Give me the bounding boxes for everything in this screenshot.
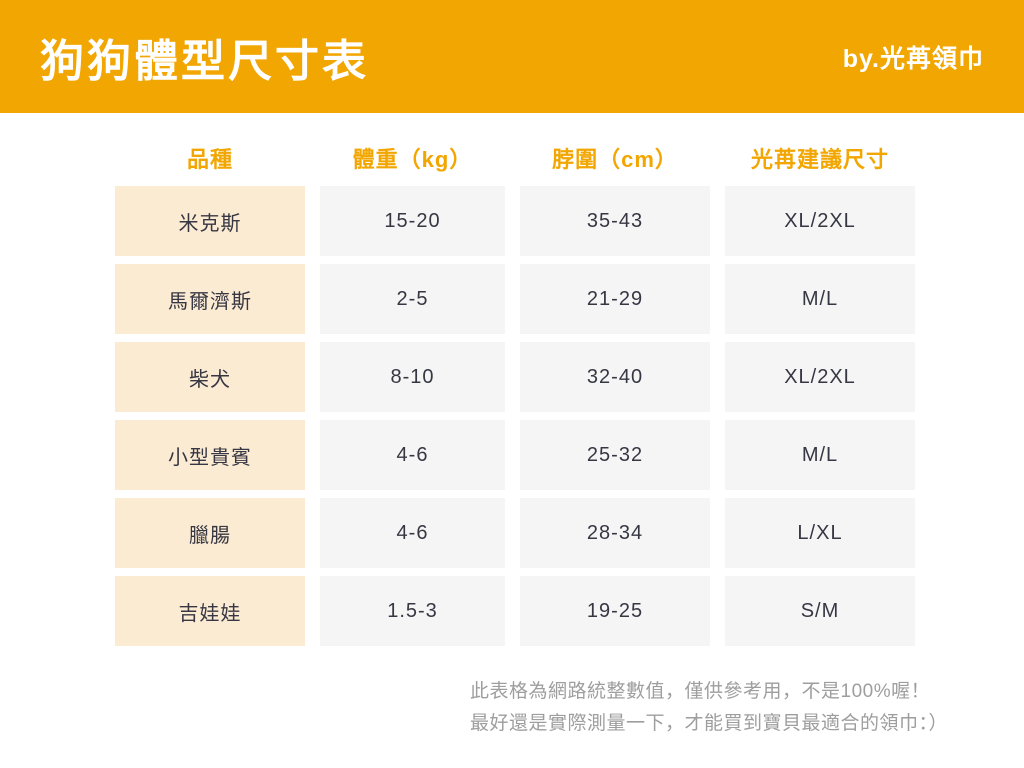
neck-cell: 21-29 bbox=[520, 264, 710, 334]
size-cell: XL/2XL bbox=[725, 342, 915, 412]
column-header-neck: 脖圍（cm） bbox=[552, 147, 678, 172]
size-chart-table: 品種 體重（kg） 脖圍（cm） 光苒建議尺寸 米克斯 15-20 35-43 … bbox=[115, 130, 915, 646]
breed-cell: 米克斯 bbox=[115, 186, 305, 256]
size-cell: S/M bbox=[725, 576, 915, 646]
byline: by.光苒領巾 bbox=[842, 44, 984, 73]
neck-cell: 19-25 bbox=[520, 576, 710, 646]
breed-cell: 吉娃娃 bbox=[115, 576, 305, 646]
table-row: 米克斯 15-20 35-43 XL/2XL bbox=[115, 186, 915, 256]
table-row: 臘腸 4-6 28-34 L/XL bbox=[115, 498, 915, 568]
table-row: 馬爾濟斯 2-5 21-29 M/L bbox=[115, 264, 915, 334]
table-row: 柴犬 8-10 32-40 XL/2XL bbox=[115, 342, 915, 412]
size-cell: M/L bbox=[725, 420, 915, 490]
size-cell: M/L bbox=[725, 264, 915, 334]
disclaimer-line-2: 最好還是實際測量一下，才能買到寶貝最適合的領巾：） bbox=[470, 713, 949, 734]
breed-cell: 小型貴賓 bbox=[115, 420, 305, 490]
column-header-row: 品種 體重（kg） 脖圍（cm） 光苒建議尺寸 bbox=[115, 130, 915, 186]
disclaimer-note: 此表格為網路統整數值，僅供參考用，不是100%喔！ 最好還是實際測量一下，才能買… bbox=[470, 676, 948, 740]
header-band: 狗狗體型尺寸表 by.光苒領巾 bbox=[0, 0, 1024, 113]
table-body: 米克斯 15-20 35-43 XL/2XL 馬爾濟斯 2-5 21-29 M/… bbox=[115, 186, 915, 646]
breed-cell: 柴犬 bbox=[115, 342, 305, 412]
weight-cell: 1.5-3 bbox=[320, 576, 505, 646]
neck-cell: 28-34 bbox=[520, 498, 710, 568]
column-header-weight: 體重（kg） bbox=[352, 147, 473, 172]
weight-cell: 4-6 bbox=[320, 420, 505, 490]
weight-cell: 2-5 bbox=[320, 264, 505, 334]
column-header-breed: 品種 bbox=[186, 147, 233, 172]
table-row: 吉娃娃 1.5-3 19-25 S/M bbox=[115, 576, 915, 646]
size-cell: XL/2XL bbox=[725, 186, 915, 256]
breed-cell: 臘腸 bbox=[115, 498, 305, 568]
page-title: 狗狗體型尺寸表 bbox=[40, 36, 369, 86]
breed-cell: 馬爾濟斯 bbox=[115, 264, 305, 334]
weight-cell: 4-6 bbox=[320, 498, 505, 568]
weight-cell: 15-20 bbox=[320, 186, 505, 256]
weight-cell: 8-10 bbox=[320, 342, 505, 412]
table-row: 小型貴賓 4-6 25-32 M/L bbox=[115, 420, 915, 490]
neck-cell: 25-32 bbox=[520, 420, 710, 490]
disclaimer-line-1: 此表格為網路統整數值，僅供參考用，不是100%喔！ bbox=[470, 681, 931, 702]
column-header-size: 光苒建議尺寸 bbox=[750, 147, 889, 172]
neck-cell: 32-40 bbox=[520, 342, 710, 412]
neck-cell: 35-43 bbox=[520, 186, 710, 256]
size-cell: L/XL bbox=[725, 498, 915, 568]
